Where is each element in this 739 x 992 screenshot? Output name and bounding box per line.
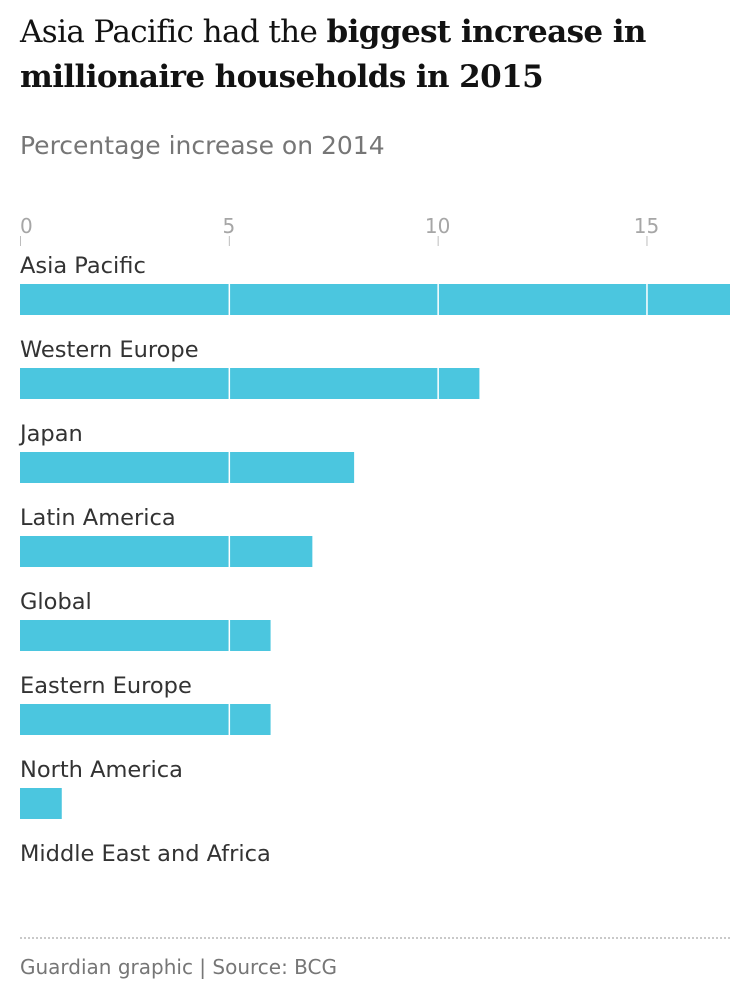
bar (20, 452, 355, 483)
category-label: Asia Pacific (20, 253, 146, 279)
category-label: Global (20, 589, 92, 615)
x-tick-label: 0 (20, 214, 33, 238)
x-axis-ticks: 0 5 10 15 (20, 214, 659, 246)
bar (20, 788, 62, 819)
x-tick-label: 5 (222, 214, 235, 238)
title-regular: Asia Pacific had the (20, 14, 327, 50)
x-tick-label: 15 (634, 214, 659, 238)
chart-title: Asia Pacific had the biggest increase in… (20, 10, 720, 100)
x-tick-label: 10 (425, 214, 450, 238)
category-label: Western Europe (20, 337, 199, 363)
bar (20, 704, 271, 735)
bar-chart: 0 5 10 15 Asia Pacific Western Europe Japan La… (18, 214, 730, 867)
title-bold: biggest increase in millionaire househol… (20, 14, 646, 95)
bar (20, 368, 480, 399)
footer-divider (20, 937, 730, 939)
category-label: Eastern Europe (20, 673, 192, 699)
category-label: Japan (18, 421, 83, 447)
bar (20, 620, 271, 651)
source-credit: Guardian graphic | Source: BCG (20, 955, 338, 979)
category-label: Latin America (20, 505, 176, 531)
category-label: Middle East and Africa (20, 841, 271, 867)
category-label: North America (20, 757, 183, 783)
bar (20, 284, 730, 315)
bar-series (20, 284, 730, 819)
bar (20, 536, 313, 567)
chart-subtitle: Percentage increase on 2014 (20, 131, 385, 160)
category-labels: Asia Pacific Western Europe Japan Latin Ame… (18, 253, 271, 867)
